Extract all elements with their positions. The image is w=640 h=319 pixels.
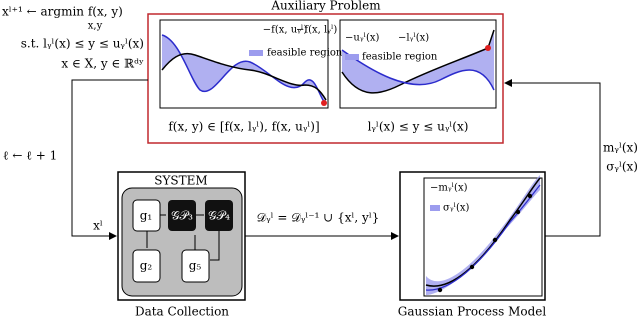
node-label: g₂: [140, 259, 153, 273]
node: [181, 249, 210, 283]
legend-item: −uᵧˡ(x): [345, 33, 380, 44]
problem-line: s.t. lᵧˡ(x) ≤ y ≤ uᵧˡ(x): [21, 37, 144, 51]
dataset-label: 𝒟ᵧˡ = 𝒟ᵧˡ⁻¹ ∪ {xˡ, yˡ}: [257, 211, 380, 225]
gp-plot: [423, 175, 543, 297]
arrow: [71, 79, 148, 240]
node: [132, 249, 161, 283]
problem-line: x,y: [88, 21, 103, 32]
legend-item: −lᵧˡ(x): [398, 33, 429, 44]
gp-label: Gaussian Process Model: [398, 305, 547, 319]
output-label: σᵧˡ(x): [606, 160, 638, 174]
aux-title: Auxiliary Problem: [270, 0, 381, 13]
right-plot: [339, 19, 497, 109]
left-plot: [159, 19, 329, 109]
output-label: mᵧˡ(x): [603, 141, 638, 155]
legend-item: feasible region: [362, 52, 438, 63]
node-label: g₁: [140, 209, 153, 223]
legend-item: feasible region: [267, 48, 343, 59]
node-label: 𝒢𝒫₃: [171, 209, 193, 223]
legend-swatch: [430, 205, 440, 211]
arrow: [504, 79, 601, 237]
gp-box: [399, 171, 546, 301]
update-label: ℓ ← ℓ + 1: [3, 149, 58, 163]
caption: f(x, y) ∈ [f(x, lᵧˡ), f(x, uᵧˡ)]: [168, 120, 319, 134]
node-label: g₅: [189, 259, 202, 273]
node: [168, 200, 196, 231]
node-label: 𝒢𝒫₄: [208, 209, 230, 223]
legend-swatch: [249, 50, 263, 56]
auxiliary-box: [147, 13, 504, 144]
system-label: Data Collection: [135, 305, 229, 319]
caption: lᵧˡ(x) ≤ y ≤ uᵧˡ(x): [368, 120, 469, 134]
node: [132, 199, 161, 232]
legend-swatch: [345, 54, 359, 60]
node: [205, 200, 233, 231]
legend-item: −f(x, uᵧˡ): [263, 25, 308, 36]
problem-line: xˡ⁺¹ ← argmin f(x, y): [2, 5, 123, 19]
input-label: xˡ: [93, 219, 103, 233]
problem-line: x ∈ X, y ∈ ℝᵈʸ: [61, 57, 144, 71]
legend-item: σᵧˡ(x): [443, 203, 470, 214]
legend-item: −mᵧˡ(x): [430, 183, 468, 194]
legend-item: −f(x, lᵧˡ): [296, 25, 337, 36]
system-title: SYSTEM: [154, 174, 207, 188]
